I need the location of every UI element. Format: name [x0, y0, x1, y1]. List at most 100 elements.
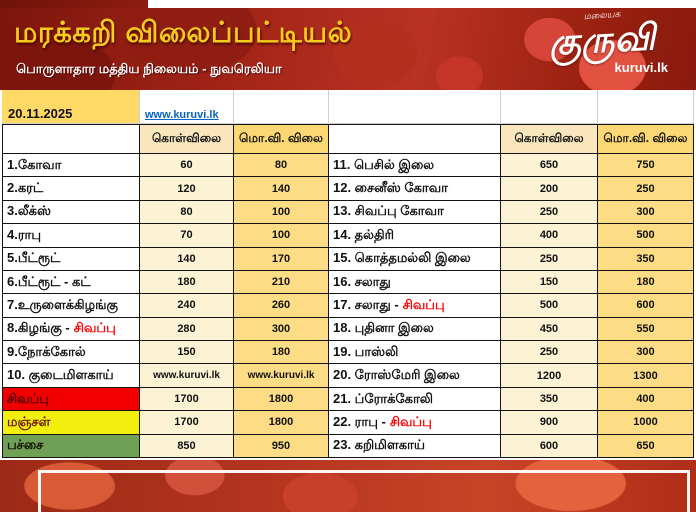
- website-link[interactable]: www.kuruvi.lk: [145, 109, 219, 121]
- left-buy-price: 60: [140, 154, 234, 178]
- right-buy-price: 250: [501, 341, 598, 365]
- left-retail-price: 100: [234, 200, 329, 225]
- left-buy-price: 150: [140, 341, 234, 365]
- header-buy-right: கொள்விலை: [501, 124, 598, 154]
- left-item-label: சிவப்பு: [2, 387, 140, 412]
- website-link-cell: www.kuruvi.lk: [140, 90, 234, 124]
- header-banner: மரக்கறி விலைப்பட்டியல் பொருளாதார மத்திய …: [0, 8, 696, 91]
- accent-word: சிவப்பு: [402, 296, 445, 312]
- right-buy-price: 350: [501, 387, 598, 412]
- left-retail-price: 80: [234, 154, 329, 178]
- right-item-label: 12. சைனீஸ் கோவா: [329, 177, 501, 201]
- left-retail-price: www.kuruvi.lk: [234, 364, 329, 388]
- right-buy-price: 900: [501, 411, 598, 435]
- empty-cell: [234, 90, 329, 124]
- left-buy-price: 240: [140, 294, 234, 318]
- right-retail-price: 550: [598, 317, 694, 342]
- left-item-label: 2.கரட்: [2, 177, 140, 201]
- right-item-label: 14. தல்திரி: [329, 224, 501, 248]
- right-retail-price: 350: [598, 247, 694, 271]
- left-retail-price: 180: [234, 341, 329, 365]
- left-retail-price: 300: [234, 317, 329, 342]
- left-item-label: 6.பீட்ரூட் - கட்: [2, 270, 140, 295]
- empty-cell: [598, 90, 694, 124]
- right-retail-price: 400: [598, 387, 694, 412]
- left-item-label: 7.உருளைக்கிழங்கு: [2, 294, 140, 318]
- left-retail-price: 140: [234, 177, 329, 201]
- page-subtitle: பொருளாதார மத்திய நிலையம் - நுவரெலியா: [16, 61, 282, 76]
- left-buy-price: 1700: [140, 387, 234, 412]
- left-retail-price: 1800: [234, 411, 329, 435]
- header-buy-left: கொள்விலை: [140, 124, 234, 154]
- left-buy-price: 120: [140, 177, 234, 201]
- left-item-label: 1.கோவா: [2, 154, 140, 178]
- right-retail-price: 650: [598, 434, 694, 458]
- date-label: 20.11.2025: [2, 90, 140, 124]
- right-retail-price: 600: [598, 294, 694, 318]
- photo-footer: [0, 460, 696, 512]
- right-item-label: 19. பாஸ்லி: [329, 341, 501, 365]
- logo-domain: kuruvi.lk: [614, 60, 668, 75]
- empty-cell: [501, 90, 598, 124]
- left-item-label: 4.ராபு: [2, 224, 140, 248]
- right-buy-price: 400: [501, 224, 598, 248]
- right-retail-price: 250: [598, 177, 694, 201]
- right-buy-price: 1200: [501, 364, 598, 388]
- logo-script: குருவி: [547, 17, 657, 63]
- price-table: 20.11.2025 www.kuruvi.lk கொள்விலை மொ.வி.…: [2, 90, 694, 458]
- accent-word: சிவப்பு: [389, 413, 432, 429]
- right-retail-price: 1000: [598, 411, 694, 435]
- header-retail-left: மொ.வி. விலை: [234, 124, 329, 154]
- left-buy-price: 850: [140, 434, 234, 458]
- right-item-label: 20. ரோஸ்மேரி இலை: [329, 364, 501, 388]
- left-item-label: 8.கிழங்கு - சிவப்பு: [2, 317, 140, 342]
- photo-corner: [0, 0, 148, 10]
- kuruvi-logo: மலையக குருவி kuruvi.lk: [522, 9, 682, 90]
- right-item-label: 18. புதினா இலை: [329, 317, 501, 342]
- right-retail-price: 500: [598, 224, 694, 248]
- right-item-label: 11. பெசில் இலை: [329, 154, 501, 178]
- right-item-label: 15. கொத்தமல்லி இலை: [329, 247, 501, 271]
- right-buy-price: 650: [501, 154, 598, 178]
- header-blank-left: [2, 124, 140, 154]
- right-retail-price: 300: [598, 200, 694, 225]
- table-panel: 20.11.2025 www.kuruvi.lk கொள்விலை மொ.வி.…: [0, 90, 696, 460]
- left-item-label: 10. குடைமிளகாய்: [2, 364, 140, 388]
- right-item-label: 16. சலாது: [329, 270, 501, 295]
- right-retail-price: 180: [598, 270, 694, 295]
- left-retail-price: 260: [234, 294, 329, 318]
- left-buy-price: 180: [140, 270, 234, 295]
- page-title: மரக்கறி விலைப்பட்டியல்: [14, 17, 353, 49]
- right-retail-price: 750: [598, 154, 694, 178]
- right-buy-price: 500: [501, 294, 598, 318]
- left-item-label: 9.நோக்கோல்: [2, 341, 140, 365]
- left-item-label: மஞ்சள்: [2, 411, 140, 435]
- right-item-label: 17. சலாது - சிவப்பு: [329, 294, 501, 318]
- left-buy-price: 140: [140, 247, 234, 271]
- right-item-label: 13. சிவப்பு கோவா: [329, 200, 501, 225]
- left-buy-price: 80: [140, 200, 234, 225]
- right-item-label: 21. ப்ரோக்கோலி: [329, 387, 501, 412]
- left-buy-price: www.kuruvi.lk: [140, 364, 234, 388]
- left-retail-price: 1800: [234, 387, 329, 412]
- empty-cell: [329, 90, 501, 124]
- right-buy-price: 600: [501, 434, 598, 458]
- photo-frame: [38, 470, 690, 512]
- right-buy-price: 250: [501, 247, 598, 271]
- left-item-label: பச்சை: [2, 434, 140, 458]
- left-buy-price: 1700: [140, 411, 234, 435]
- right-buy-price: 450: [501, 317, 598, 342]
- left-item-label: 5.பீட்ரூட்: [2, 247, 140, 271]
- left-retail-price: 950: [234, 434, 329, 458]
- right-item-label: 23. கறிமிளகாய்: [329, 434, 501, 458]
- left-buy-price: 280: [140, 317, 234, 342]
- accent-word: சிவப்பு: [73, 320, 116, 336]
- left-retail-price: 170: [234, 247, 329, 271]
- right-retail-price: 300: [598, 341, 694, 365]
- right-buy-price: 150: [501, 270, 598, 295]
- header-retail-right: மொ.வி. விலை: [598, 124, 694, 154]
- header-blank-right: [329, 124, 501, 154]
- right-buy-price: 200: [501, 177, 598, 201]
- left-item-label: 3.லீக்ஸ்: [2, 200, 140, 225]
